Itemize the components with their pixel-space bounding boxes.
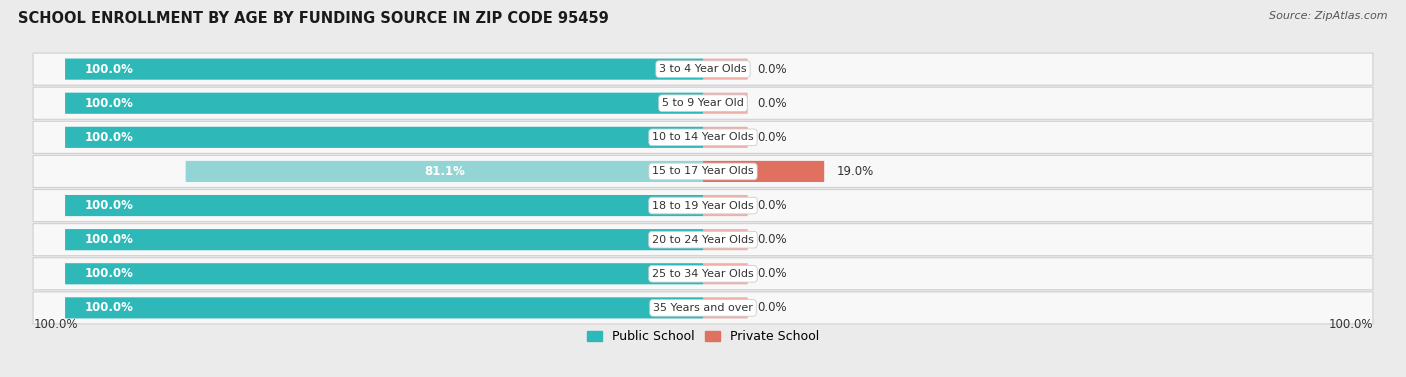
FancyBboxPatch shape <box>65 127 703 148</box>
FancyBboxPatch shape <box>34 53 1372 85</box>
FancyBboxPatch shape <box>186 161 703 182</box>
FancyBboxPatch shape <box>34 292 1372 324</box>
Text: 0.0%: 0.0% <box>758 199 787 212</box>
Text: 100.0%: 100.0% <box>84 199 134 212</box>
FancyBboxPatch shape <box>65 93 703 114</box>
Text: 100.0%: 100.0% <box>84 131 134 144</box>
Text: 35 Years and over: 35 Years and over <box>652 303 754 313</box>
Text: 18 to 19 Year Olds: 18 to 19 Year Olds <box>652 201 754 211</box>
Text: 19.0%: 19.0% <box>837 165 875 178</box>
FancyBboxPatch shape <box>65 297 703 319</box>
FancyBboxPatch shape <box>34 121 1372 153</box>
FancyBboxPatch shape <box>703 297 748 319</box>
Text: 0.0%: 0.0% <box>758 267 787 280</box>
FancyBboxPatch shape <box>703 195 748 216</box>
FancyBboxPatch shape <box>703 161 824 182</box>
FancyBboxPatch shape <box>65 58 703 80</box>
FancyBboxPatch shape <box>65 229 703 250</box>
FancyBboxPatch shape <box>34 155 1372 187</box>
Text: 15 to 17 Year Olds: 15 to 17 Year Olds <box>652 166 754 176</box>
FancyBboxPatch shape <box>34 190 1372 222</box>
Text: SCHOOL ENROLLMENT BY AGE BY FUNDING SOURCE IN ZIP CODE 95459: SCHOOL ENROLLMENT BY AGE BY FUNDING SOUR… <box>18 11 609 26</box>
Text: 100.0%: 100.0% <box>84 301 134 314</box>
Text: 25 to 34 Year Olds: 25 to 34 Year Olds <box>652 269 754 279</box>
FancyBboxPatch shape <box>703 263 748 284</box>
Text: 100.0%: 100.0% <box>1329 318 1372 331</box>
FancyBboxPatch shape <box>65 195 703 216</box>
Text: 100.0%: 100.0% <box>84 267 134 280</box>
Text: 100.0%: 100.0% <box>84 63 134 76</box>
FancyBboxPatch shape <box>34 258 1372 290</box>
Text: 10 to 14 Year Olds: 10 to 14 Year Olds <box>652 132 754 143</box>
FancyBboxPatch shape <box>703 229 748 250</box>
Text: 0.0%: 0.0% <box>758 63 787 76</box>
Text: 100.0%: 100.0% <box>84 233 134 246</box>
Text: Source: ZipAtlas.com: Source: ZipAtlas.com <box>1270 11 1388 21</box>
Text: 5 to 9 Year Old: 5 to 9 Year Old <box>662 98 744 108</box>
Text: 100.0%: 100.0% <box>84 97 134 110</box>
FancyBboxPatch shape <box>34 87 1372 119</box>
Text: 0.0%: 0.0% <box>758 301 787 314</box>
Text: 81.1%: 81.1% <box>423 165 465 178</box>
FancyBboxPatch shape <box>34 224 1372 256</box>
FancyBboxPatch shape <box>703 127 748 148</box>
Text: 3 to 4 Year Olds: 3 to 4 Year Olds <box>659 64 747 74</box>
FancyBboxPatch shape <box>703 93 748 114</box>
Text: 0.0%: 0.0% <box>758 131 787 144</box>
Text: 20 to 24 Year Olds: 20 to 24 Year Olds <box>652 234 754 245</box>
Text: 0.0%: 0.0% <box>758 97 787 110</box>
Text: 0.0%: 0.0% <box>758 233 787 246</box>
FancyBboxPatch shape <box>65 263 703 284</box>
Text: 100.0%: 100.0% <box>34 318 77 331</box>
FancyBboxPatch shape <box>703 58 748 80</box>
Legend: Public School, Private School: Public School, Private School <box>582 325 824 348</box>
